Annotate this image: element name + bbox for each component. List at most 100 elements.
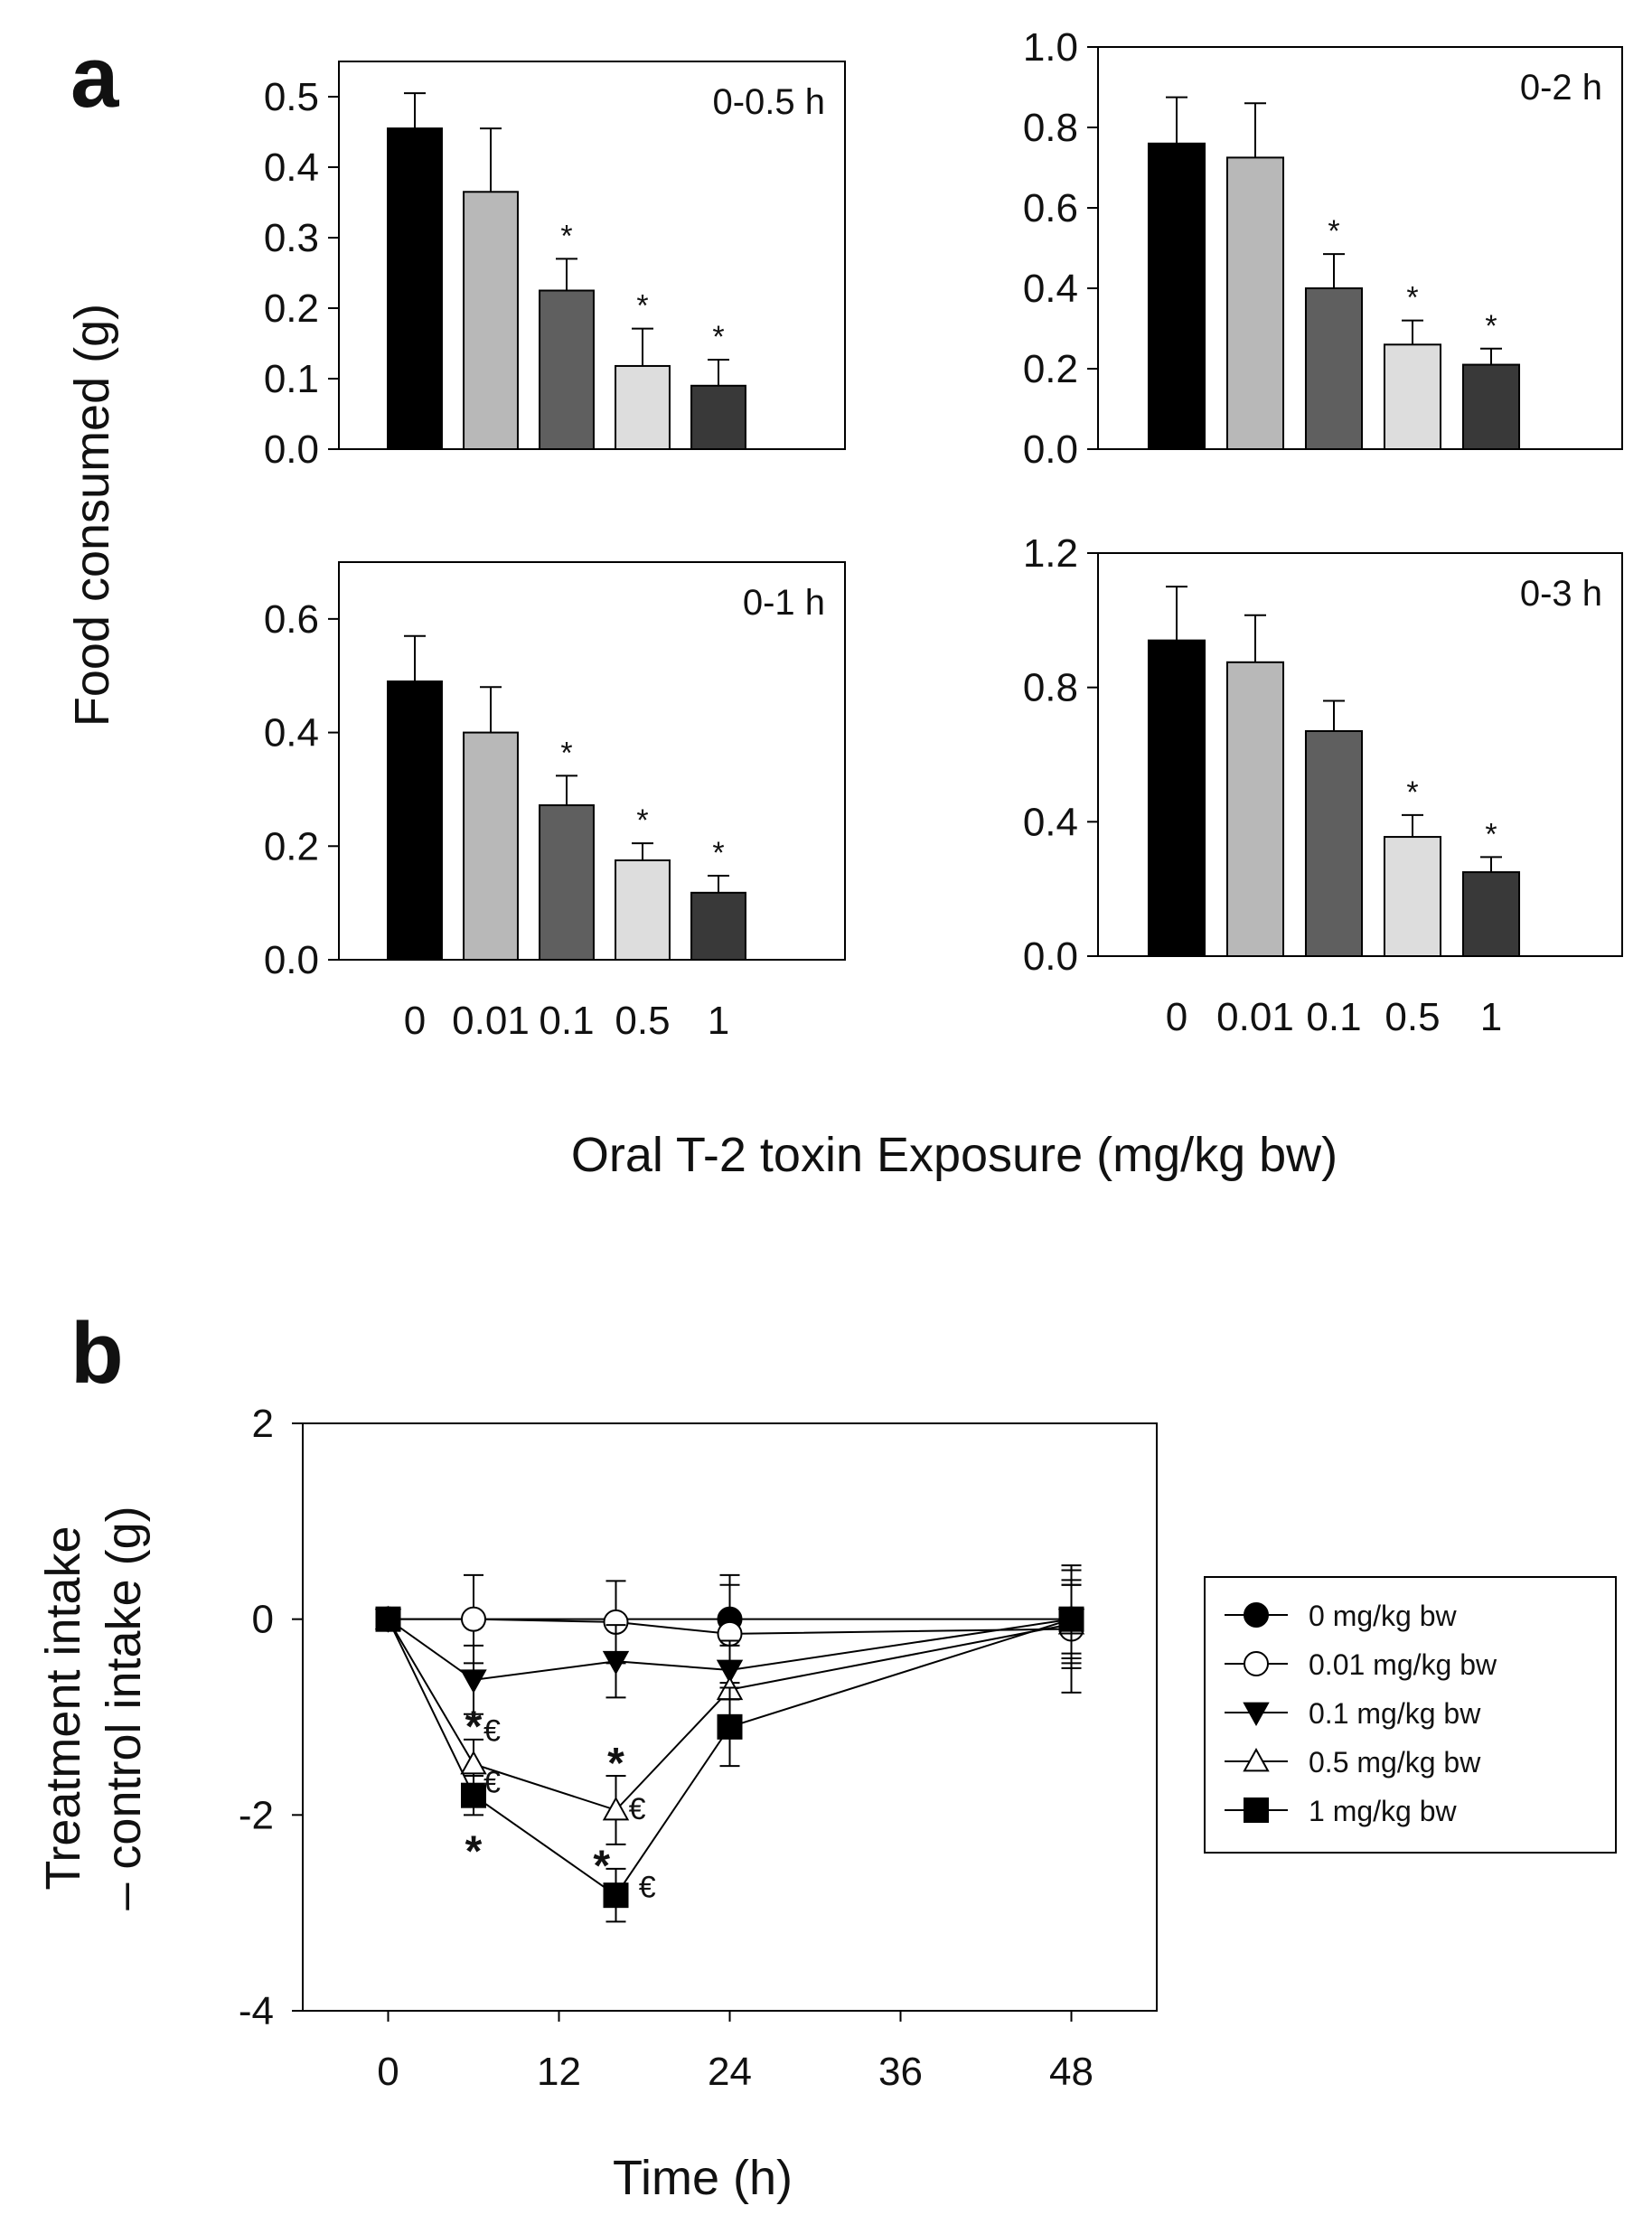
- legend-marker: [1243, 1747, 1270, 1772]
- data-point: [460, 1750, 487, 1775]
- y-tick-label: 1.0: [1023, 25, 1078, 70]
- significance-marker: *: [607, 1740, 624, 1788]
- bar-1: [1461, 363, 1521, 450]
- y-axis-title-line1: Treatment intake: [36, 1525, 90, 1890]
- legend-marker: [1244, 1602, 1269, 1628]
- bar-1: [690, 384, 746, 450]
- x-tick-label: 0.5: [1384, 995, 1440, 1039]
- legend-marker: [1244, 1651, 1269, 1676]
- y-tick-label: 0.5: [264, 75, 319, 119]
- bar-0: [1147, 142, 1206, 451]
- y-tick-label: -4: [239, 1989, 274, 2033]
- panel-title: 0-3 h: [1520, 574, 1602, 614]
- data-point: [603, 1882, 629, 1909]
- significance-marker: €: [629, 1792, 646, 1826]
- x-tick-label: 0: [404, 999, 426, 1043]
- data-point: [461, 1782, 486, 1808]
- bar-0: [387, 127, 443, 450]
- y-tick-label: 0.0: [264, 938, 319, 982]
- significance-marker: *: [560, 736, 572, 770]
- significance-marker: *: [636, 803, 648, 838]
- x-tick-label: 24: [708, 2050, 752, 2094]
- significance-marker: *: [593, 1843, 610, 1891]
- y-tick-label: 0: [252, 1598, 274, 1642]
- data-point: [375, 1606, 401, 1632]
- bar-0.01: [463, 731, 519, 961]
- significance-marker: *: [1485, 309, 1497, 343]
- y-tick-label: 0.2: [264, 286, 319, 331]
- bar-panel-4: 0.0 0.4 0.8 1.2 0-3 h 0 0.01 0.1 * 0.5 * 1: [1023, 531, 1623, 1039]
- bar-panel-3: 0.0 0.2 0.4 0.6 0-1 h 0 0.01 * 0.1 * 0.5 * 1: [264, 561, 846, 1043]
- bar-0: [387, 681, 443, 961]
- significance-marker: *: [1328, 214, 1339, 249]
- y-tick-label: 0.0: [264, 427, 319, 472]
- y-tick-label: 0.0: [1023, 427, 1078, 472]
- legend-label: 0.01 mg/kg bw: [1309, 1648, 1497, 1681]
- y-tick-label: 0.8: [1023, 106, 1078, 150]
- x-tick-label: 0: [377, 2050, 399, 2094]
- bar-panel-2: 0.0 0.2 0.4 0.6 0.8 1.0 0-2 h * * *: [1023, 25, 1623, 472]
- bar-0.1: [539, 804, 595, 961]
- data-point: [460, 1669, 487, 1694]
- y-tick-label: 0.8: [1023, 666, 1078, 710]
- x-tick-label: 0.01: [452, 999, 530, 1043]
- significance-marker: *: [465, 1827, 483, 1875]
- legend-box: [1204, 1576, 1617, 1854]
- data-point: [1058, 1606, 1084, 1632]
- bar-panel-1: 0.0 0.1 0.2 0.3 0.4 0.5 0-0.5 h * * *: [264, 61, 846, 472]
- significance-marker: *: [1485, 817, 1497, 851]
- y-tick-label: 0.4: [1023, 800, 1078, 844]
- x-tick-label: 1: [1480, 995, 1502, 1039]
- significance-marker: *: [712, 836, 724, 870]
- significance-marker: *: [636, 289, 648, 324]
- legend-label: 0.1 mg/kg bw: [1309, 1697, 1481, 1730]
- y-axis-title-line2: – control intake (g): [97, 1506, 151, 1910]
- y-tick-label: -2: [239, 1793, 274, 1837]
- y-tick-label: 0.1: [264, 357, 319, 401]
- x-tick-label: 0.1: [539, 999, 594, 1043]
- panel-b-letter: b: [70, 1305, 124, 1402]
- significance-marker: *: [465, 1704, 483, 1751]
- bar-1: [690, 891, 746, 961]
- panel-title: 0-2 h: [1520, 68, 1602, 108]
- panel-a-y-axis-title: Food consumed (g): [65, 304, 119, 727]
- bar-0.01: [1225, 156, 1285, 450]
- x-tick-label: 12: [537, 2050, 581, 2094]
- significance-marker: €: [639, 1871, 656, 1905]
- legend-marker: [1243, 1702, 1270, 1727]
- y-tick-label: 0.6: [264, 597, 319, 642]
- y-tick-label: 0.3: [264, 216, 319, 260]
- x-tick-label: 0.5: [615, 999, 670, 1043]
- legend-label: 0 mg/kg bw: [1309, 1600, 1458, 1632]
- bar-1: [1461, 871, 1521, 957]
- bar-0.5: [615, 859, 671, 961]
- bar-0.5: [1383, 836, 1442, 958]
- bar-0.01: [463, 191, 519, 451]
- y-tick-label: 0.4: [1023, 267, 1078, 311]
- line-panel-b: 0 12 24 36 48 -4 -2 0 2 Time (h) Treatment intake –…: [36, 1402, 1617, 2205]
- bar-0.5: [1383, 343, 1442, 450]
- significance-marker: *: [712, 320, 724, 354]
- legend: 0 mg/kg bw 0.01 mg/kg bw 0.1 mg/kg bw 0.5 m…: [1204, 1576, 1617, 1854]
- x-tick-label: 48: [1049, 2050, 1094, 2094]
- panel-a-x-axis-title: Oral T-2 toxin Exposure (mg/kg bw): [571, 1128, 1338, 1182]
- y-tick-label: 2: [252, 1402, 274, 1446]
- bar-0.5: [615, 364, 671, 450]
- legend-label: 1 mg/kg bw: [1309, 1795, 1458, 1827]
- x-tick-label: 1: [708, 999, 729, 1043]
- significance-marker: *: [1406, 775, 1418, 810]
- bar-0: [1147, 639, 1206, 958]
- x-tick-label: 36: [878, 2050, 923, 2094]
- significance-marker: *: [1406, 281, 1418, 315]
- panel-title: 0-1 h: [743, 583, 825, 623]
- x-tick-label: 0.1: [1306, 995, 1361, 1039]
- series-5: [375, 1579, 1084, 1923]
- x-tick-label: 0: [1166, 995, 1187, 1039]
- data-point: [717, 1713, 743, 1740]
- y-tick-label: 0.0: [1023, 934, 1078, 979]
- x-tick-label: 0.01: [1216, 995, 1294, 1039]
- panel-a-letter: a: [70, 29, 119, 126]
- significance-marker: *: [560, 219, 572, 253]
- significance-marker: €: [483, 1713, 501, 1748]
